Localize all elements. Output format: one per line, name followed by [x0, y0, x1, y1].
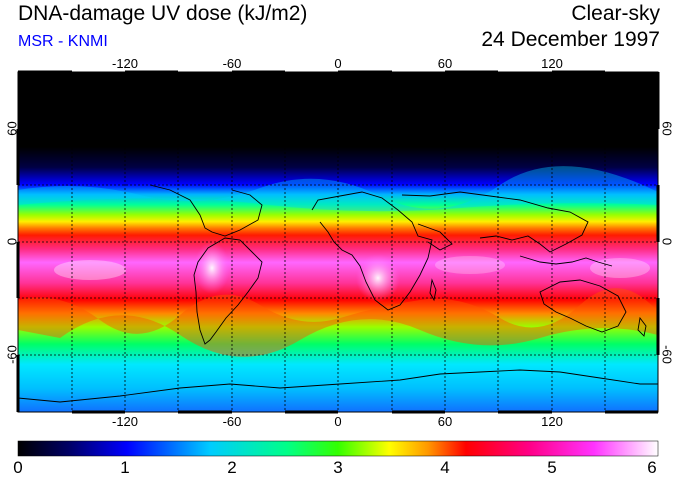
sky-condition: Clear-sky [571, 2, 660, 25]
lon-label-top: -60 [222, 56, 242, 71]
date-label: 24 December 1997 [481, 28, 660, 51]
coast-asia [401, 191, 589, 253]
lon-label-top: 60 [437, 56, 453, 71]
lat-label-right: -60 [659, 345, 675, 364]
colorbar-label: 4 [440, 458, 450, 477]
colorbar-label: 2 [227, 458, 237, 477]
colorbar-label: 0 [13, 458, 23, 477]
hotspot-indian-ocean [435, 256, 505, 274]
lat-label-left: 60 [4, 121, 20, 136]
graticule [18, 72, 658, 412]
colorbar-label: 3 [333, 458, 343, 477]
hotspot-pacific-east [590, 258, 650, 278]
lon-label-bottom: 120 [541, 414, 563, 429]
frame-side-bars [16, 72, 660, 412]
coast-madagascar [429, 278, 437, 302]
coast-north-america [149, 184, 263, 237]
coast-australia [539, 279, 627, 333]
coast-antarctica [17, 369, 658, 403]
hotspot-pacific [54, 260, 126, 280]
map-frame [16, 70, 660, 414]
hotspot-africa [356, 254, 400, 302]
lon-label-bottom: 60 [437, 414, 453, 429]
lat-label-left: 0 [4, 237, 20, 246]
source-label: MSR - KNMI [18, 33, 108, 50]
lat-label-right: 60 [659, 121, 675, 136]
coast-indonesia [519, 255, 613, 267]
warm-band-ripple [18, 288, 658, 357]
lon-label-top: 0 [334, 56, 342, 71]
colorbar-label: 6 [647, 458, 657, 477]
coast-arabia [417, 223, 453, 251]
colorbar-label: 1 [120, 458, 130, 477]
coast-europe-africa [311, 191, 433, 311]
coast-south-america [193, 237, 263, 345]
colorbar [17, 440, 659, 457]
lon-label-top: -120 [111, 56, 139, 71]
hotspot-south-america [194, 242, 230, 294]
lat-label-right: 0 [659, 237, 675, 246]
coast-new-zealand [637, 316, 647, 337]
lat-label-left: -60 [4, 345, 20, 364]
lon-label-top: 120 [541, 56, 563, 71]
lon-label-bottom: 0 [334, 414, 342, 429]
title: DNA-damage UV dose (kJ/m2) [18, 2, 308, 25]
lon-label-bottom: -60 [222, 414, 242, 429]
lon-label-bottom: -120 [111, 414, 139, 429]
coastlines [17, 184, 658, 403]
colorbar-label: 5 [547, 458, 557, 477]
